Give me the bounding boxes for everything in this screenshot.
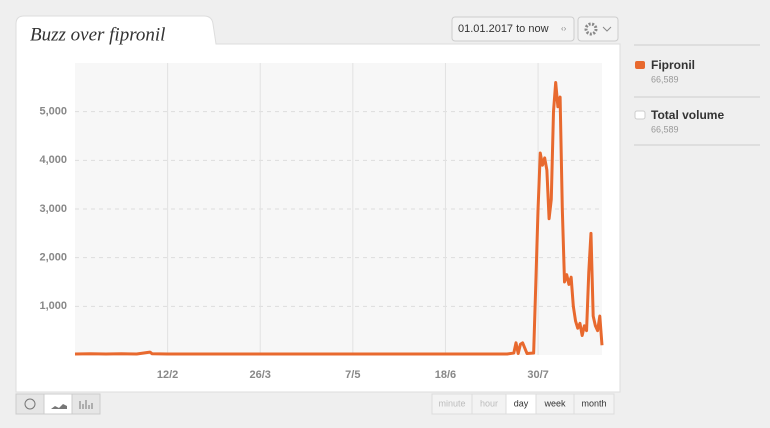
y-tick-label: 4,000 [39, 154, 67, 166]
resolution-button[interactable] [573, 393, 615, 415]
resolution-label: hour [480, 398, 498, 408]
x-tick-label: 26/3 [250, 369, 271, 381]
bar-icon [79, 400, 93, 409]
legend-swatch [634, 110, 646, 120]
date-range-button[interactable] [451, 16, 575, 42]
legend-total: 66,589 [651, 74, 679, 84]
settings-button[interactable] [577, 16, 619, 42]
legend-label[interactable]: Total volume [651, 108, 724, 122]
series-line [74, 80, 604, 356]
legend-total: 66,589 [651, 124, 679, 134]
pie-icon [24, 398, 36, 410]
chart-title: Buzz over fipronil [30, 24, 165, 45]
line-view-button[interactable] [43, 393, 73, 415]
gear-icon [584, 22, 598, 36]
legend-swatch [635, 61, 645, 69]
legend-label[interactable]: Fipronil [651, 58, 695, 72]
y-tick-label: 3,000 [39, 203, 67, 215]
x-tick-label: 7/5 [345, 369, 360, 381]
date-range: 01.01.2017 to now [458, 23, 549, 35]
y-tick-label: 1,000 [39, 300, 67, 312]
x-tick-label: 30/7 [527, 369, 548, 381]
y-tick-label: 5,000 [39, 106, 67, 118]
caret-icon [602, 26, 612, 32]
resolution-label: day [514, 398, 529, 408]
y-tick-label: 2,000 [39, 252, 67, 264]
arrows-icon: ‹› [561, 24, 567, 33]
resolution-label: week [543, 398, 566, 408]
resolution-label: month [581, 398, 606, 408]
area-icon [51, 404, 67, 409]
x-tick-label: 18/6 [435, 369, 456, 381]
pie-view-button[interactable] [15, 393, 45, 415]
x-tick-label: 12/2 [157, 369, 178, 381]
resolution-label: minute [438, 398, 465, 408]
plot-area [75, 63, 602, 355]
